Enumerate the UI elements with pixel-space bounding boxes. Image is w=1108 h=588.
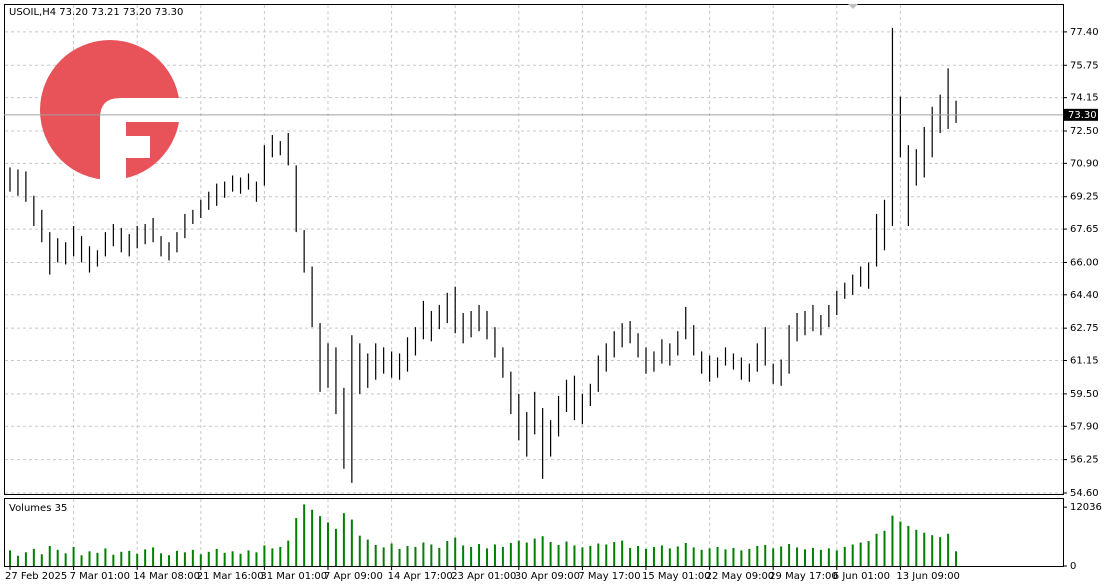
last-price-label: 73.30 xyxy=(1068,110,1097,121)
volume-panel xyxy=(4,498,1064,567)
x-tick-label: 6 Jun 01:00 xyxy=(833,571,890,582)
logo-letter xyxy=(100,98,180,180)
x-tick-label: 31 Mar 01:00 xyxy=(260,571,327,582)
x-tick-label: 7 Apr 09:00 xyxy=(324,571,383,582)
x-tick-label: 13 Jun 09:00 xyxy=(896,571,960,582)
y-tick-label: 59.50 xyxy=(1070,389,1099,400)
x-tick-label: 23 Apr 01:00 xyxy=(451,571,516,582)
grid xyxy=(5,5,1063,566)
x-tick-label: 7 May 17:00 xyxy=(578,571,640,582)
x-tick-label: 22 May 09:00 xyxy=(706,571,775,582)
y-tick-label: 72.50 xyxy=(1070,126,1099,137)
shift-marker xyxy=(848,4,858,9)
x-tick-label: 14 Apr 17:00 xyxy=(388,571,453,582)
y-tick-label: 57.90 xyxy=(1070,421,1099,432)
y-tick-label: 69.25 xyxy=(1070,192,1099,203)
y-tick-label: 66.00 xyxy=(1070,257,1099,268)
y-tick-label: 56.25 xyxy=(1070,455,1099,466)
y-tick-label: 70.90 xyxy=(1070,158,1099,169)
y-tick-label: 12036 xyxy=(1070,502,1102,513)
last-price-box xyxy=(1064,108,1098,121)
y-tick-label: 62.75 xyxy=(1070,323,1099,334)
y-tick-label: 74.15 xyxy=(1070,93,1099,104)
y-tick-label: 67.65 xyxy=(1070,224,1099,235)
x-tick-label: 27 Feb 2025 xyxy=(5,571,67,582)
x-tick-label: 30 Apr 09:00 xyxy=(515,571,580,582)
volume-title: Volumes 35 xyxy=(9,503,67,514)
y-tick-label: 64.40 xyxy=(1070,290,1099,301)
logo xyxy=(40,40,180,180)
chart-title: USOIL,H4 73.20 73.21 73.20 73.30 xyxy=(9,7,183,18)
x-tick-label: 7 Mar 01:00 xyxy=(70,571,130,582)
x-tick-label: 14 Mar 08:00 xyxy=(133,571,200,582)
y-tick-label: 75.75 xyxy=(1070,60,1099,71)
y-tick-label: 0 xyxy=(1070,561,1076,572)
y-tick-label: 61.15 xyxy=(1070,356,1099,367)
y-tick-label: 77.40 xyxy=(1070,27,1099,38)
x-tick-label: 29 May 17:00 xyxy=(769,571,838,582)
x-tick-label: 21 Mar 16:00 xyxy=(197,571,264,582)
y-tick-label: 54.60 xyxy=(1070,488,1099,499)
price-panel xyxy=(4,4,1064,495)
x-tick-label: 15 May 01:00 xyxy=(642,571,711,582)
